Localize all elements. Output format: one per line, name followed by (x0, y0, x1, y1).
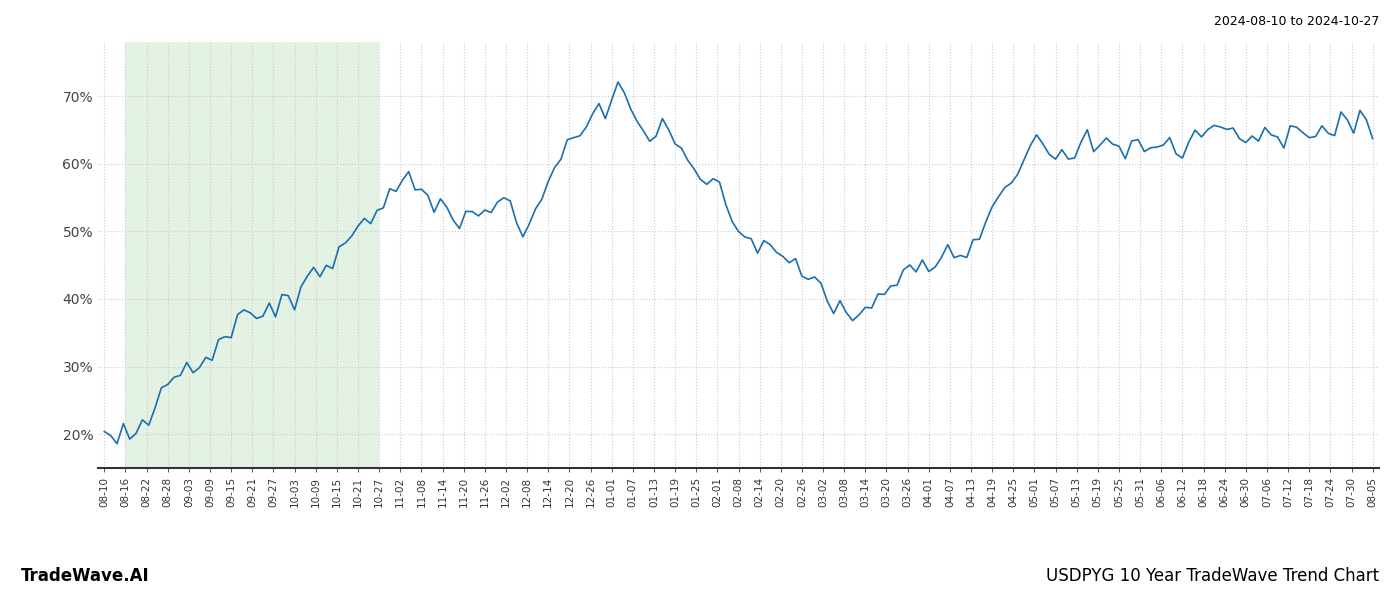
Text: 2024-08-10 to 2024-10-27: 2024-08-10 to 2024-10-27 (1214, 15, 1379, 28)
Bar (126, 42, 379, 468)
Text: TradeWave.AI: TradeWave.AI (21, 567, 150, 585)
Text: USDPYG 10 Year TradeWave Trend Chart: USDPYG 10 Year TradeWave Trend Chart (1046, 567, 1379, 585)
